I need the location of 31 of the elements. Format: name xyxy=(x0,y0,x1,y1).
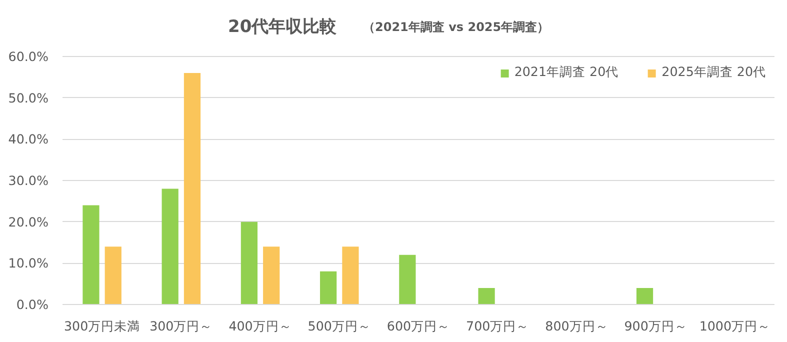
legend-label: 2025年調査 20代 xyxy=(662,64,766,81)
x-tick-label: 700万円～ xyxy=(466,318,530,334)
chart-subtitle: （2021年調査 vs 2025年調査） xyxy=(363,20,550,34)
y-tick-label: 50.0% xyxy=(8,90,49,106)
x-tick-label: 300万円未満 xyxy=(64,318,140,334)
y-tick-label: 40.0% xyxy=(8,132,49,147)
bar xyxy=(162,188,178,304)
bar xyxy=(636,288,654,304)
x-tick-label: 900万円～ xyxy=(624,318,688,334)
x-tick-label: 400万円～ xyxy=(228,318,292,334)
bar xyxy=(82,205,100,304)
x-tick-label: 500万円～ xyxy=(308,318,371,334)
y-tick-label: 0.0% xyxy=(16,297,49,312)
bar xyxy=(104,246,122,304)
x-tick-label: 300万円～ xyxy=(150,318,213,334)
y-tick-label: 10.0% xyxy=(8,256,49,271)
y-tick-label: 20.0% xyxy=(8,214,49,230)
y-tick-label: 60.0% xyxy=(8,49,49,64)
legend-label: 2021年調査 20代 xyxy=(514,64,619,81)
x-tick-label: 1000万円～ xyxy=(699,318,771,334)
bar xyxy=(320,271,337,304)
bar xyxy=(342,246,359,304)
bar xyxy=(240,222,258,304)
bar xyxy=(399,254,416,304)
x-tick-label: 800万円～ xyxy=(545,318,608,334)
bar xyxy=(478,288,495,304)
y-tick-label: 30.0% xyxy=(8,173,49,188)
x-tick-label: 600万円～ xyxy=(386,318,450,334)
chart-title: 20代年収比較 xyxy=(228,17,337,37)
bar xyxy=(184,73,201,304)
bar xyxy=(263,246,280,304)
